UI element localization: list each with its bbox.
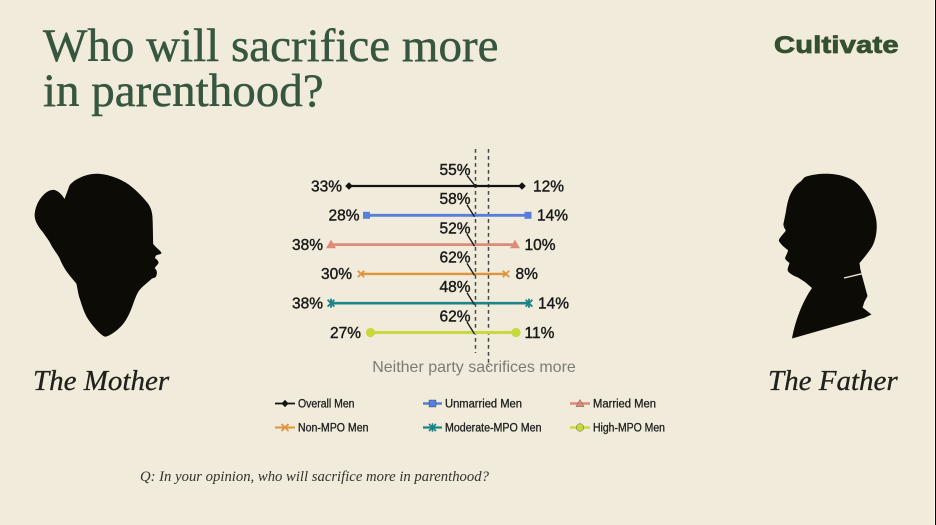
svg-text:Non-MPO Men: Non-MPO Men [298,421,369,435]
svg-text:58%: 58% [439,191,470,208]
svg-text:12%: 12% [533,178,564,195]
svg-text:High-MPO Men: High-MPO Men [593,421,665,435]
svg-text:52%: 52% [439,220,470,237]
svg-text:14%: 14% [538,296,569,313]
svg-text:28%: 28% [328,208,359,225]
svg-text:Moderate-MPO Men: Moderate-MPO Men [445,421,542,435]
svg-text:Unmarried Men: Unmarried Men [445,397,522,411]
svg-text:48%: 48% [439,279,470,296]
svg-text:8%: 8% [516,266,539,283]
svg-text:11%: 11% [525,325,555,342]
svg-text:33%: 33% [311,178,342,195]
svg-text:Overall Men: Overall Men [298,397,355,411]
svg-text:Married Men: Married Men [593,397,656,411]
svg-text:14%: 14% [537,208,568,225]
svg-text:62%: 62% [439,308,470,325]
svg-text:38%: 38% [292,296,323,313]
svg-text:55%: 55% [439,162,470,179]
svg-text:30%: 30% [321,266,352,283]
svg-text:62%: 62% [439,250,470,267]
svg-text:10%: 10% [525,237,556,254]
svg-text:27%: 27% [330,325,361,342]
svg-text:38%: 38% [292,237,323,254]
svg-text:Neither party sacrifices more: Neither party sacrifices more [372,359,576,376]
